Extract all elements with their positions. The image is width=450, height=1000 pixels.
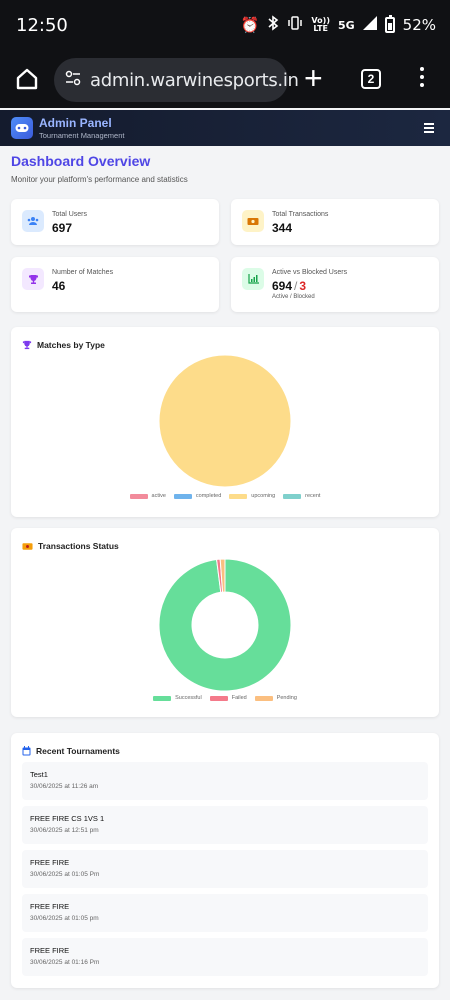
tournament-name: FREE FIRE — [30, 902, 70, 911]
tournament-item[interactable]: FREE FIRE 30/06/2025 at 01:16 Pm — [22, 938, 428, 976]
tournament-name: Test1 — [30, 770, 48, 779]
status-time: 12:50 — [16, 15, 68, 36]
app-subtitle: Tournament Management — [39, 131, 125, 140]
legend-item-successful[interactable]: Successful — [153, 695, 202, 701]
legend-label: Failed — [231, 695, 247, 701]
alarm-icon: ⏰ — [240, 16, 260, 34]
stat-label: Total Users — [52, 211, 88, 218]
legend-item-recent[interactable]: recent — [283, 493, 320, 499]
tournament-date: 30/06/2025 at 11:26 am — [30, 783, 99, 790]
tournament-name: FREE FIRE — [30, 946, 70, 955]
pie-slice-successful[interactable] — [158, 558, 292, 692]
legend-label: completed — [195, 493, 222, 499]
stat-label: Total Transactions — [272, 211, 329, 218]
bluetooth-icon — [267, 15, 279, 35]
status-bar: 12:50 ⏰ Vo)) LTE 5G 52% — [0, 0, 450, 52]
legend-item-pending[interactable]: Pending — [254, 695, 297, 701]
recent-tournaments-card: Recent Tournaments Test1 30/06/2025 at 1… — [11, 733, 439, 988]
transactions-legend: Successful Failed Pending — [11, 695, 439, 701]
stat-label: Number of Matches — [52, 269, 114, 276]
tournament-item[interactable]: FREE FIRE 30/06/2025 at 01:05 Pm — [22, 850, 428, 888]
url-text: admin.warwinesports.in — [90, 69, 299, 91]
section-title: Recent Tournaments — [22, 746, 120, 756]
more-options-icon[interactable] — [420, 67, 426, 91]
address-bar[interactable]: admin.warwinesports.in — [54, 58, 299, 102]
legend-item-upcoming[interactable]: upcoming — [229, 493, 275, 499]
legend-label: active — [151, 493, 166, 499]
vibrate-icon — [287, 15, 303, 35]
legend-label: Pending — [276, 695, 297, 701]
users-icon — [22, 210, 44, 232]
site-settings-icon[interactable] — [64, 69, 82, 92]
matches-pie-chart — [158, 354, 292, 488]
app-header: Admin Panel Tournament Management — [0, 110, 450, 146]
stat-card-total-transactions: Total Transactions 344 — [231, 199, 439, 245]
volte-indicator: Vo)) LTE — [311, 16, 330, 33]
tournament-date: 30/06/2025 at 01:05 Pm — [30, 871, 100, 878]
tournament-date: 30/06/2025 at 01:05 pm — [30, 915, 99, 922]
legend-item-active[interactable]: active — [129, 493, 166, 499]
stat-card-total-users: Total Users 697 — [11, 199, 219, 245]
home-icon[interactable] — [14, 66, 40, 97]
active-users-value: 694 — [272, 279, 293, 293]
signal-icon — [362, 16, 377, 34]
status-icons: ⏰ Vo)) LTE 5G 52% — [241, 15, 436, 35]
trophy-icon — [22, 340, 32, 350]
legend-swatch — [229, 493, 248, 499]
browser-toolbar: admin.warwinesports.in + 2 — [0, 52, 450, 108]
transactions-status-card: Transactions Status Successful Failed Pend… — [11, 528, 439, 717]
battery-percent: 52% — [402, 16, 436, 34]
money-icon — [242, 210, 264, 232]
legend-swatch — [283, 493, 302, 499]
tournament-date: 30/06/2025 at 12:51 pm — [30, 827, 99, 834]
stat-value: 344 — [272, 221, 293, 235]
calendar-icon — [22, 746, 31, 756]
chart-icon — [242, 268, 264, 290]
trophy-icon — [22, 268, 44, 290]
page-subtitle: Monitor your platform's performance and … — [11, 175, 188, 184]
legend-swatch — [129, 493, 148, 499]
app-title: Admin Panel — [39, 116, 112, 130]
legend-swatch — [153, 695, 172, 701]
section-title: Transactions Status — [22, 541, 119, 551]
legend-label: upcoming — [251, 493, 276, 499]
tournament-item[interactable]: FREE FIRE CS 1VS 1 30/06/2025 at 12:51 p… — [22, 806, 428, 844]
legend-item-completed[interactable]: completed — [173, 493, 222, 499]
separator: / — [294, 279, 298, 293]
legend-swatch — [173, 493, 192, 499]
stat-label: Active vs Blocked Users — [272, 269, 348, 276]
legend-label: Successful — [175, 695, 202, 701]
tournament-item[interactable]: FREE FIRE 30/06/2025 at 01:05 pm — [22, 894, 428, 932]
tournament-date: 30/06/2025 at 01:16 Pm — [30, 959, 100, 966]
legend-swatch — [209, 695, 228, 701]
stat-card-active-blocked: Active vs Blocked Users 694/3 Active / B… — [231, 257, 439, 312]
page-title: Dashboard Overview — [11, 153, 151, 169]
legend-item-failed[interactable]: Failed — [209, 695, 247, 701]
tournament-item[interactable]: Test1 30/06/2025 at 11:26 am — [22, 762, 428, 800]
ticket-icon — [22, 542, 33, 550]
stat-card-number-of-matches: Number of Matches 46 — [11, 257, 219, 312]
gamepad-logo-icon — [11, 117, 33, 139]
matches-legend: active completed upcoming recent — [11, 493, 439, 499]
transactions-donut-chart — [158, 558, 292, 692]
pie-slice-pending[interactable] — [219, 558, 226, 593]
tournament-name: FREE FIRE CS 1VS 1 — [30, 814, 105, 823]
battery-icon — [384, 15, 395, 33]
tournament-name: FREE FIRE — [30, 858, 70, 867]
tab-switcher-button[interactable]: 2 — [361, 69, 381, 89]
blocked-users-value: 3 — [299, 279, 307, 293]
stat-value: 694/3 — [272, 279, 306, 293]
hamburger-menu-icon[interactable] — [424, 123, 434, 135]
stat-value: 46 — [52, 279, 66, 293]
section-title: Matches by Type — [22, 340, 105, 350]
legend-label: recent — [305, 493, 321, 499]
pie-slice-upcoming[interactable] — [158, 354, 292, 488]
matches-by-type-card: Matches by Type active completed upcoming r… — [11, 327, 439, 517]
legend-swatch — [254, 695, 273, 701]
network-type: 5G — [337, 18, 355, 32]
new-tab-icon[interactable]: + — [304, 60, 323, 96]
stat-value: 697 — [52, 221, 73, 235]
stat-note: Active / Blocked — [272, 294, 315, 300]
